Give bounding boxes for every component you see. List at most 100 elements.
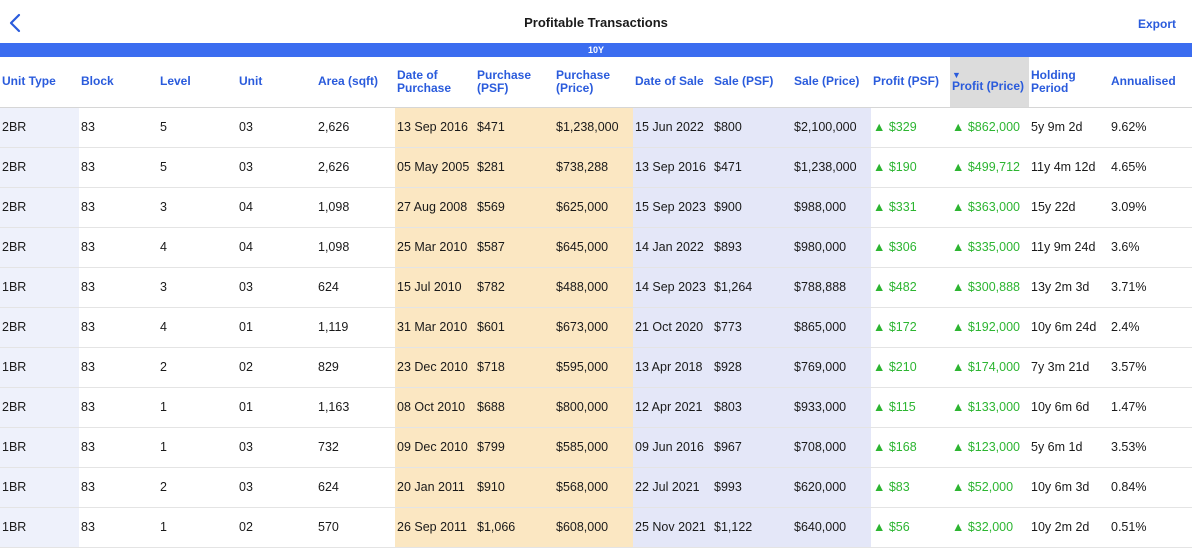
- table-row[interactable]: 1BR 83 1 03 732 09 Dec 2010 $799 $585,000 09 Jun…: [0, 427, 1192, 468]
- cell-value: 2: [160, 480, 167, 494]
- cell-date-purchase: 15 Jul 2010: [395, 267, 475, 308]
- cell-purchase-price: $585,000: [554, 427, 633, 468]
- cell-area: 624: [316, 267, 395, 308]
- cell-value: 732: [318, 440, 339, 454]
- column-header-purchase-psf[interactable]: Purchase (PSF): [475, 57, 554, 108]
- cell-value: 2BR: [2, 240, 27, 254]
- cell-annualised: 3.57%: [1109, 347, 1192, 388]
- profit-value: $190: [888, 160, 917, 174]
- cell-profit-price: ▲ $335,000: [950, 227, 1029, 268]
- table-row[interactable]: 2BR 83 5 03 2,626 05 May 2005 $281 $738,288 13 S…: [0, 147, 1192, 188]
- profit-up-arrow-icon: ▲: [873, 520, 886, 534]
- cell-holding: 5y 9m 2d: [1029, 107, 1109, 148]
- period-bar[interactable]: 10Y: [0, 43, 1192, 57]
- cell-sale-psf: $1,122: [712, 507, 792, 548]
- cell-value: 1: [160, 400, 167, 414]
- column-header-purchase-price[interactable]: Purchase (Price): [554, 57, 633, 108]
- cell-value: $2,100,000: [794, 120, 857, 134]
- column-header-profit-psf[interactable]: Profit (PSF): [871, 57, 950, 108]
- column-header-holding[interactable]: Holding Period: [1029, 57, 1109, 108]
- column-header-label: Profit (PSF): [873, 74, 939, 89]
- cell-annualised: 3.6%: [1109, 227, 1192, 268]
- cell-holding: 5y 6m 1d: [1029, 427, 1109, 468]
- profit-value: $192,000: [967, 320, 1020, 334]
- cell-holding: 7y 3m 21d: [1029, 347, 1109, 388]
- column-header-level[interactable]: Level: [158, 57, 237, 108]
- cell-value: 1: [160, 440, 167, 454]
- cell-purchase-price: $738,288: [554, 147, 633, 188]
- cell-value: 02: [239, 520, 253, 534]
- cell-level: 1: [158, 427, 237, 468]
- cell-value: 5: [160, 160, 167, 174]
- column-header-sale-price[interactable]: Sale (Price): [792, 57, 871, 108]
- cell-value: 03: [239, 160, 253, 174]
- cell-value: 0.51%: [1111, 520, 1147, 534]
- cell-profit-price: ▲ $32,000: [950, 507, 1029, 548]
- cell-level: 5: [158, 107, 237, 148]
- cell-profit-psf: ▲ $115: [871, 387, 950, 428]
- cell-block: 83: [79, 267, 158, 308]
- cell-value: $281: [477, 160, 505, 174]
- table-row[interactable]: 2BR 83 1 01 1,163 08 Oct 2010 $688 $800,000 12 A…: [0, 387, 1192, 428]
- profit-value: $329: [888, 120, 917, 134]
- chevron-left-icon[interactable]: [6, 12, 26, 34]
- cell-value: 10y 2m 2d: [1031, 520, 1090, 534]
- cell-value: 31 Mar 2010: [397, 320, 468, 334]
- cell-value: 21 Oct 2020: [635, 320, 704, 334]
- table-row[interactable]: 1BR 83 3 03 624 15 Jul 2010 $782 $488,000 14 Sep…: [0, 267, 1192, 308]
- column-header-profit-price[interactable]: ▼ Profit (Price): [950, 57, 1029, 108]
- cell-value: $587: [477, 240, 505, 254]
- table-row[interactable]: 2BR 83 4 04 1,098 25 Mar 2010 $587 $645,000 14 J…: [0, 227, 1192, 268]
- column-header-label: Annualised: [1111, 74, 1176, 89]
- column-header-date-sale[interactable]: Date of Sale: [633, 57, 712, 108]
- cell-profit-price: ▲ $192,000: [950, 307, 1029, 348]
- cell-holding: 10y 6m 3d: [1029, 467, 1109, 508]
- column-header-unit[interactable]: Unit: [237, 57, 316, 108]
- cell-value: 83: [81, 480, 95, 494]
- cell-value: $988,000: [794, 200, 847, 214]
- table-row[interactable]: 1BR 83 2 03 624 20 Jan 2011 $910 $568,000 22 Jul…: [0, 467, 1192, 508]
- cell-value: 10y 6m 24d: [1031, 320, 1097, 334]
- cell-value: 2.4%: [1111, 320, 1140, 334]
- table-row[interactable]: 1BR 83 1 02 570 26 Sep 2011 $1,066 $608,000 25 N…: [0, 507, 1192, 548]
- column-header-area[interactable]: Area (sqft): [316, 57, 395, 108]
- cell-value: 83: [81, 280, 95, 294]
- export-button[interactable]: Export: [1137, 17, 1176, 31]
- cell-value: 83: [81, 160, 95, 174]
- column-header-date-purchase[interactable]: Date of Purchase: [395, 57, 475, 108]
- cell-value: 02: [239, 360, 253, 374]
- cell-value: 83: [81, 240, 95, 254]
- cell-area: 1,163: [316, 387, 395, 428]
- cell-value: 0.84%: [1111, 480, 1147, 494]
- column-header-label: Unit Type: [2, 74, 56, 89]
- table-row[interactable]: 2BR 83 3 04 1,098 27 Aug 2008 $569 $625,000 15 S…: [0, 187, 1192, 228]
- cell-purchase-psf: $281: [475, 147, 554, 188]
- cell-value: 3: [160, 200, 167, 214]
- cell-value: $967: [714, 440, 742, 454]
- cell-unit-type: 1BR: [0, 427, 79, 468]
- cell-holding: 15y 22d: [1029, 187, 1109, 228]
- cell-sale-psf: $803: [712, 387, 792, 428]
- column-header-label: Unit: [239, 74, 263, 89]
- profit-up-arrow-icon: ▲: [952, 200, 965, 214]
- column-header-unit-type[interactable]: Unit Type: [0, 57, 79, 108]
- cell-holding: 10y 6m 24d: [1029, 307, 1109, 348]
- profit-value: $172: [888, 320, 917, 334]
- cell-value: 5: [160, 120, 167, 134]
- cell-sale-psf: $1,264: [712, 267, 792, 308]
- cell-purchase-psf: $569: [475, 187, 554, 228]
- table-row[interactable]: 1BR 83 2 02 829 23 Dec 2010 $718 $595,000 13 Apr…: [0, 347, 1192, 388]
- table-row[interactable]: 2BR 83 4 01 1,119 31 Mar 2010 $601 $673,000 21 O…: [0, 307, 1192, 348]
- table-row[interactable]: 2BR 83 5 03 2,626 13 Sep 2016 $471 $1,238,000 15…: [0, 107, 1192, 148]
- profit-up-arrow-icon: ▲: [952, 400, 965, 414]
- column-header-block[interactable]: Block: [79, 57, 158, 108]
- cell-value: 25 Mar 2010: [397, 240, 468, 254]
- cell-value: 04: [239, 240, 253, 254]
- table-header-row: Unit Type Block Level Unit Area (sqft) Date o…: [0, 57, 1192, 108]
- profit-up-arrow-icon: ▲: [873, 120, 886, 134]
- cell-profit-psf: ▲ $190: [871, 147, 950, 188]
- cell-value: 15y 22d: [1031, 200, 1076, 214]
- cell-date-purchase: 08 Oct 2010: [395, 387, 475, 428]
- column-header-annualised[interactable]: Annualised: [1109, 57, 1192, 108]
- column-header-sale-psf[interactable]: Sale (PSF): [712, 57, 792, 108]
